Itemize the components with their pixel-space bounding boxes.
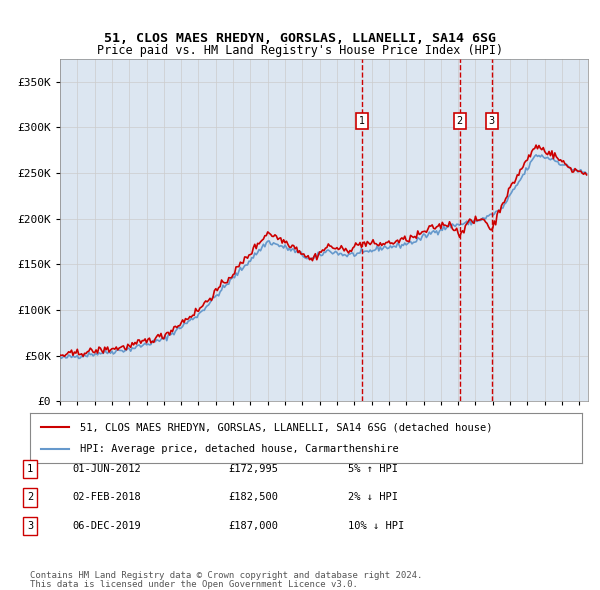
- Text: 3: 3: [488, 116, 494, 126]
- Text: £172,995: £172,995: [228, 464, 278, 474]
- Text: 5% ↑ HPI: 5% ↑ HPI: [348, 464, 398, 474]
- Text: 02-FEB-2018: 02-FEB-2018: [72, 493, 141, 502]
- Text: 51, CLOS MAES RHEDYN, GORSLAS, LLANELLI, SA14 6SG: 51, CLOS MAES RHEDYN, GORSLAS, LLANELLI,…: [104, 32, 496, 45]
- Text: HPI: Average price, detached house, Carmarthenshire: HPI: Average price, detached house, Carm…: [80, 444, 398, 454]
- Text: £187,000: £187,000: [228, 521, 278, 530]
- Text: 06-DEC-2019: 06-DEC-2019: [72, 521, 141, 530]
- Text: Contains HM Land Registry data © Crown copyright and database right 2024.: Contains HM Land Registry data © Crown c…: [30, 571, 422, 580]
- Text: 1: 1: [359, 116, 365, 126]
- Text: 51, CLOS MAES RHEDYN, GORSLAS, LLANELLI, SA14 6SG (detached house): 51, CLOS MAES RHEDYN, GORSLAS, LLANELLI,…: [80, 422, 492, 432]
- Text: 10% ↓ HPI: 10% ↓ HPI: [348, 521, 404, 530]
- Text: 2: 2: [27, 493, 33, 502]
- Text: 2% ↓ HPI: 2% ↓ HPI: [348, 493, 398, 502]
- Text: 01-JUN-2012: 01-JUN-2012: [72, 464, 141, 474]
- Text: This data is licensed under the Open Government Licence v3.0.: This data is licensed under the Open Gov…: [30, 579, 358, 589]
- Text: Price paid vs. HM Land Registry's House Price Index (HPI): Price paid vs. HM Land Registry's House …: [97, 44, 503, 57]
- Text: £182,500: £182,500: [228, 493, 278, 502]
- Text: 3: 3: [27, 521, 33, 530]
- Text: 1: 1: [27, 464, 33, 474]
- Text: 2: 2: [457, 116, 463, 126]
